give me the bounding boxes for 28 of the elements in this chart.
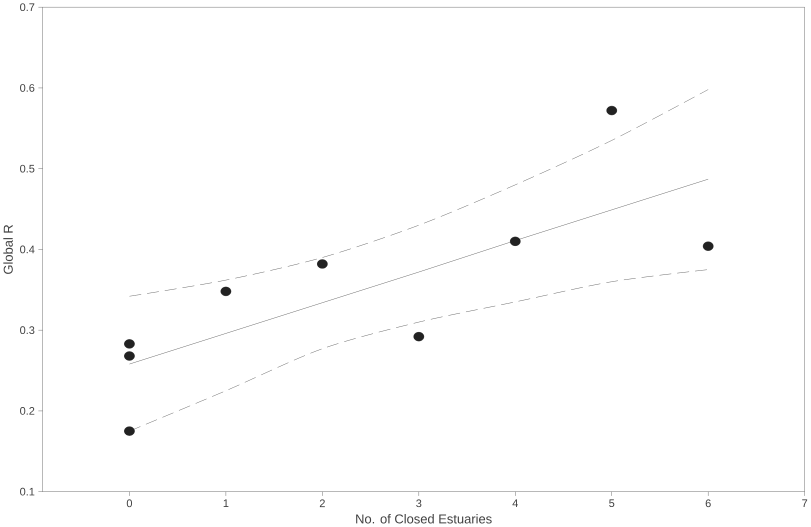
y-tick-label: 0.6 <box>20 84 34 92</box>
y-axis-title: Global R <box>3 224 13 274</box>
y-tick-label: 0.1 <box>20 488 34 496</box>
y-tick-label: 0.4 <box>20 246 35 254</box>
y-tick-label: 0.5 <box>20 164 34 173</box>
y-tick-label: 0.2 <box>20 407 34 415</box>
point <box>317 259 328 269</box>
x-tick-label: 4 <box>512 500 518 508</box>
point <box>413 332 424 342</box>
point <box>702 242 714 251</box>
x-tick-label: 3 <box>416 500 422 508</box>
line-series <box>129 89 708 297</box>
x-axis-title: No. of Closed Estuaries <box>356 514 492 524</box>
point <box>606 106 618 116</box>
x-tick-label: 6 <box>706 500 711 508</box>
x-tick-label: 5 <box>609 500 614 508</box>
x-tick-label: 2 <box>320 500 325 508</box>
x-tick-label: 1 <box>224 500 228 508</box>
point <box>510 236 521 246</box>
point <box>124 339 135 349</box>
point <box>124 426 135 436</box>
x-tick-label: 7 <box>802 500 808 508</box>
x-tick-label: 0 <box>126 500 132 508</box>
y-tick-label: 0.7 <box>20 3 34 12</box>
line-series <box>129 179 708 364</box>
point <box>220 286 232 296</box>
point <box>124 351 135 361</box>
y-tick-label: 0.3 <box>20 326 34 334</box>
